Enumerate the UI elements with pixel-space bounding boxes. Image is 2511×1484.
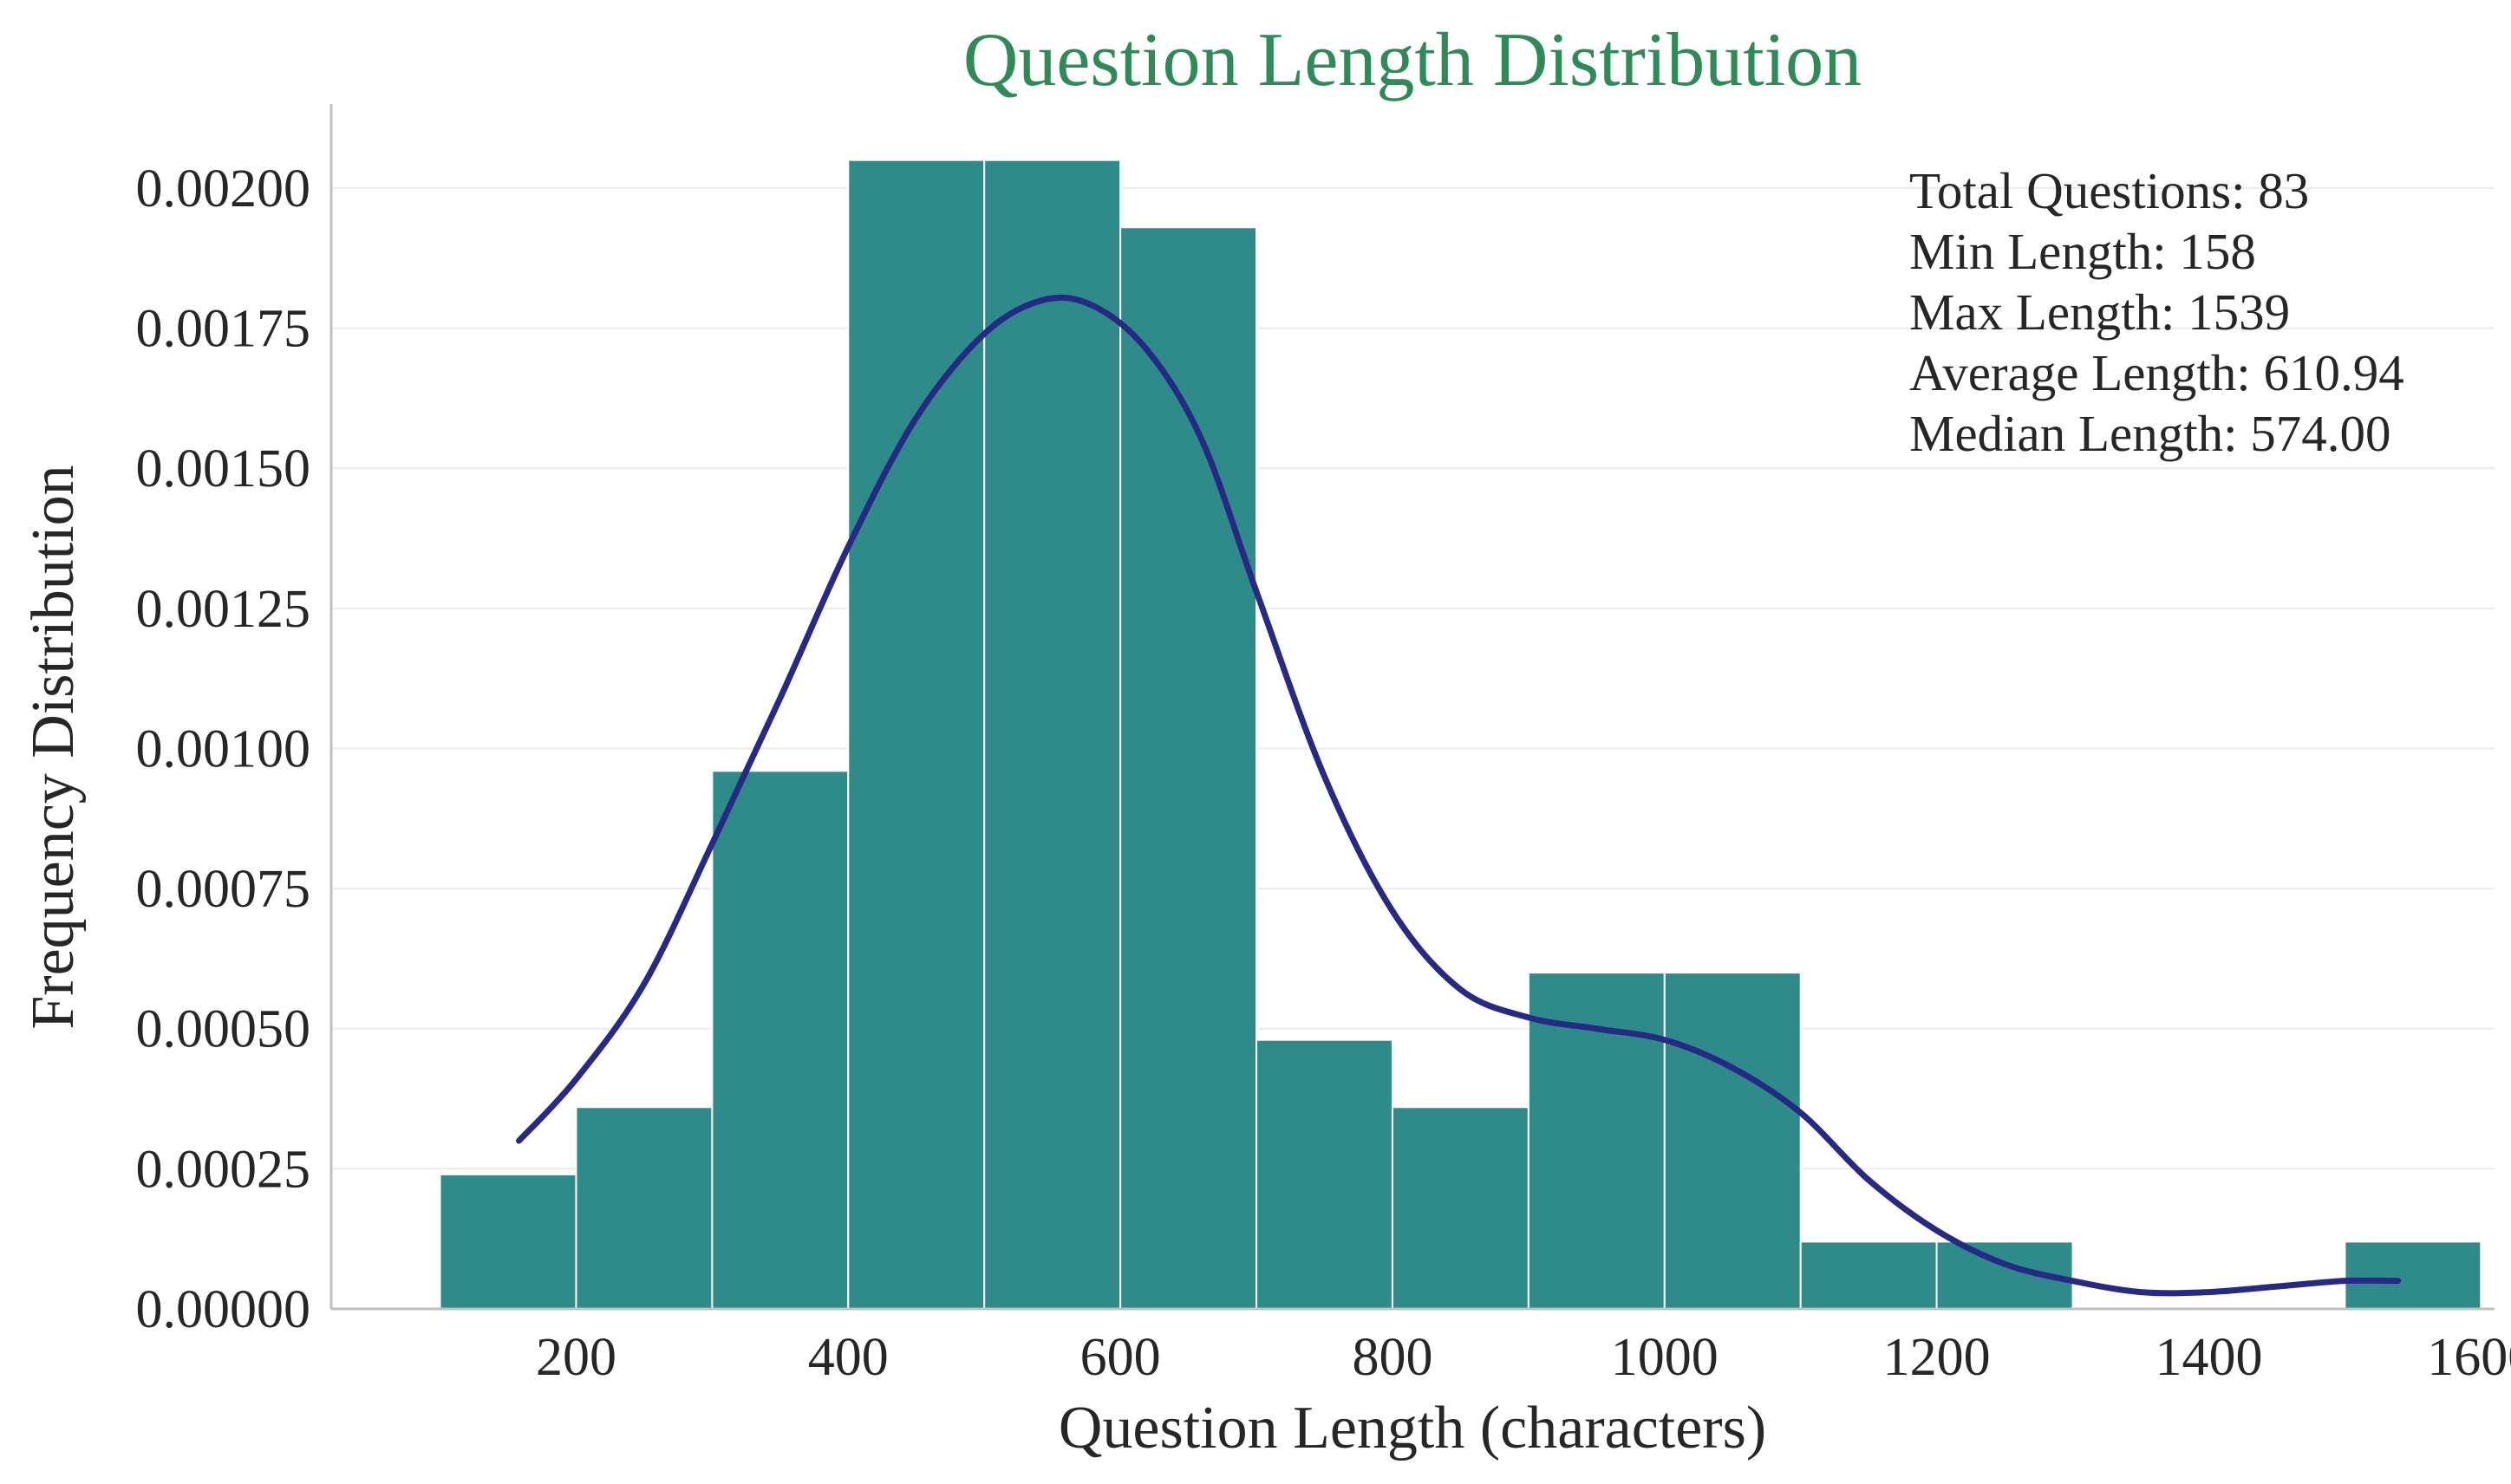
y-tick-label: 0.00000: [136, 1280, 311, 1339]
stats-max-length: Max Length: 1539: [1909, 283, 2290, 341]
histogram-bar: [439, 1173, 577, 1310]
y-axis-label: Frequency Distribution: [20, 465, 87, 1029]
y-tick-labels: 0.00000 0.00025 0.00050 0.00075 0.00100 0.001…: [136, 159, 311, 1339]
x-tick-label: 1400: [2155, 1328, 2262, 1387]
stats-box: Total Questions: 83 Min Length: 158 Max …: [1909, 162, 2404, 462]
stats-min-length: Min Length: 158: [1909, 223, 2256, 280]
x-axis-label: Question Length (characters): [1059, 1395, 1766, 1461]
histogram-bar: [1256, 1038, 1393, 1311]
x-tick-label: 200: [536, 1328, 616, 1387]
histogram-bar: [1391, 1106, 1529, 1311]
y-tick-label: 0.00100: [136, 719, 311, 778]
axes-spines: [329, 104, 2495, 1311]
y-tick-label: 0.00075: [136, 860, 311, 919]
histogram-bar: [1119, 226, 1258, 1310]
y-tick-label: 0.00025: [136, 1140, 311, 1199]
stats-average-length: Average Length: 610.94: [1909, 344, 2404, 401]
histogram-bar: [847, 159, 986, 1311]
histogram-bar: [711, 770, 850, 1310]
histogram-bar: [1663, 972, 1802, 1310]
x-tick-label: 400: [808, 1328, 889, 1387]
stats-median-length: Median Length: 574.00: [1909, 405, 2391, 462]
histogram-bar: [983, 159, 1122, 1311]
x-tick-label: 600: [1080, 1328, 1161, 1387]
x-tick-label: 1200: [1883, 1328, 1991, 1387]
x-tick-label: 800: [1352, 1328, 1432, 1387]
y-tick-label: 0.00175: [136, 300, 311, 359]
stats-total-questions: Total Questions: 83: [1909, 162, 2309, 219]
histogram-bars: [439, 159, 2482, 1311]
x-tick-label: 1000: [1611, 1328, 1719, 1387]
histogram-bar: [1799, 1240, 1938, 1310]
kde-curve: [516, 294, 2402, 1297]
y-tick-label: 0.00150: [136, 439, 311, 498]
kde-curve-group: [516, 294, 2402, 1297]
histogram-bar: [575, 1106, 714, 1311]
chart-title: Question Length Distribution: [963, 18, 1862, 102]
y-tick-label: 0.00200: [136, 159, 311, 218]
histogram-bar: [2344, 1240, 2482, 1310]
y-tick-label: 0.00050: [136, 1000, 311, 1059]
y-tick-label: 0.00125: [136, 580, 311, 639]
